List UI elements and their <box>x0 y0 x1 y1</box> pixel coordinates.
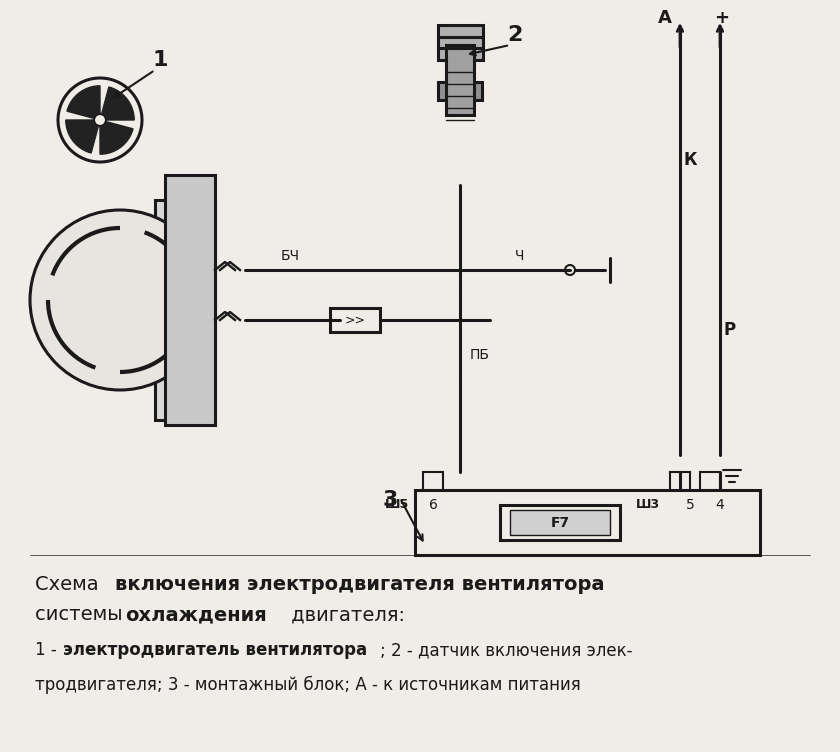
Bar <box>510 510 610 535</box>
Bar <box>446 45 474 115</box>
Text: охлаждения: охлаждения <box>125 605 267 624</box>
Bar <box>438 25 483 60</box>
Text: двигателя:: двигателя: <box>285 605 405 624</box>
Bar <box>423 472 443 490</box>
Text: электродвигатель вентилятора: электродвигатель вентилятора <box>63 641 367 659</box>
Bar <box>700 472 720 490</box>
Text: 2: 2 <box>507 25 522 45</box>
Text: +: + <box>715 9 729 27</box>
Text: А: А <box>658 9 672 27</box>
Text: тродвигателя; 3 - монтажный блок; А - к источникам питания: тродвигателя; 3 - монтажный блок; А - к … <box>35 676 580 694</box>
Bar <box>500 505 620 540</box>
Bar <box>330 308 380 332</box>
Bar <box>415 490 760 555</box>
Polygon shape <box>67 86 100 120</box>
Text: Ш3: Ш3 <box>636 499 660 511</box>
Bar <box>165 175 215 425</box>
Text: Ч: Ч <box>515 249 525 263</box>
Text: 6: 6 <box>428 498 438 512</box>
Text: системы: системы <box>35 605 129 624</box>
Text: 1 -: 1 - <box>35 641 62 659</box>
Polygon shape <box>100 87 134 120</box>
Circle shape <box>94 114 106 126</box>
Text: К: К <box>683 151 697 169</box>
Text: 5: 5 <box>685 498 695 512</box>
Text: включения электродвигателя вентилятора: включения электродвигателя вентилятора <box>115 575 605 595</box>
Text: ПБ: ПБ <box>470 348 490 362</box>
Text: 1: 1 <box>152 50 168 70</box>
Text: 4: 4 <box>716 498 724 512</box>
Bar <box>155 200 215 420</box>
Polygon shape <box>100 120 133 154</box>
Circle shape <box>30 210 210 390</box>
Text: 3: 3 <box>382 490 397 510</box>
Text: Схема: Схема <box>35 575 105 595</box>
Text: Р: Р <box>724 321 736 339</box>
Text: Ш5: Ш5 <box>385 499 409 511</box>
Text: ; 2 - датчик включения элек-: ; 2 - датчик включения элек- <box>380 641 633 659</box>
Bar <box>438 82 482 100</box>
Text: >>: >> <box>344 314 365 326</box>
Bar <box>670 472 690 490</box>
Text: F7: F7 <box>550 516 570 530</box>
Polygon shape <box>66 120 100 153</box>
Text: БЧ: БЧ <box>281 249 300 263</box>
